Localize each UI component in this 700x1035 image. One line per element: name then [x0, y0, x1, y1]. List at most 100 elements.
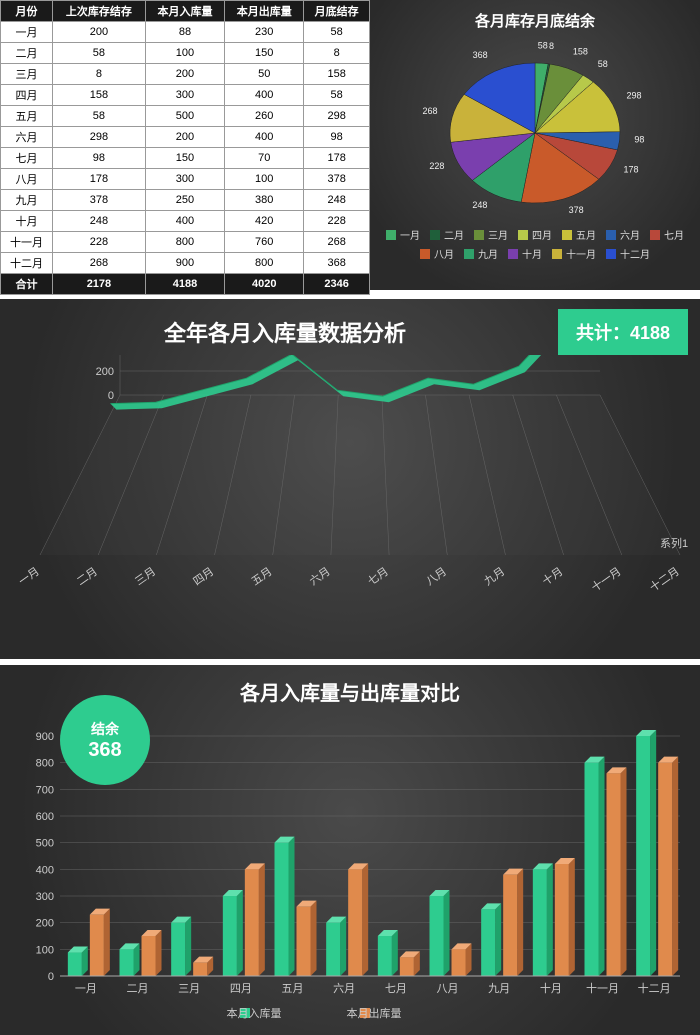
legend-item: 二月 — [430, 227, 464, 242]
x-axis-label: 五月 — [250, 566, 275, 588]
legend-item: 三月 — [474, 227, 508, 242]
bar-side — [444, 890, 450, 976]
table-cell: 400 — [225, 127, 304, 148]
bar — [297, 907, 311, 976]
table-cell: 378 — [304, 169, 370, 190]
table-cell: 500 — [145, 106, 224, 127]
table-cell: 400 — [145, 211, 224, 232]
table-cell: 58 — [53, 43, 146, 64]
table-cell: 九月 — [1, 190, 53, 211]
table-cell: 250 — [145, 190, 224, 211]
bar-side — [495, 903, 501, 976]
bar — [90, 915, 104, 976]
y-axis-label: 300 — [36, 891, 54, 903]
table-cell: 200 — [145, 64, 224, 85]
bar-side — [237, 890, 243, 976]
pie-slice-label: 378 — [569, 205, 584, 215]
legend-swatch — [474, 230, 484, 240]
bar — [658, 763, 672, 976]
bar-side — [672, 757, 678, 976]
legend-swatch — [562, 230, 572, 240]
x-axis-label: 七月 — [385, 982, 407, 995]
bar — [533, 869, 547, 976]
table-row: 二月581001508 — [1, 43, 370, 64]
table-cell: 八月 — [1, 169, 53, 190]
pie-legend: 一月二月三月四月五月六月七月八月九月十月十一月十二月 — [374, 223, 696, 265]
table-cell: 228 — [304, 211, 370, 232]
table-row: 八月178300100378 — [1, 169, 370, 190]
table-cell: 158 — [53, 85, 146, 106]
bar-side — [340, 917, 346, 976]
bar — [378, 936, 392, 976]
table-header: 本月入库量 — [145, 1, 224, 22]
bar — [607, 773, 621, 976]
chart-floor — [40, 395, 680, 555]
table-cell: 420 — [225, 211, 304, 232]
table-header: 本月出库量 — [225, 1, 304, 22]
legend-item: 九月 — [464, 246, 498, 261]
table-row: 十二月268900800368 — [1, 253, 370, 274]
table-cell: 150 — [145, 148, 224, 169]
legend-item: 十月 — [508, 246, 542, 261]
table-row: 三月820050158 — [1, 64, 370, 85]
x-axis-label: 一月 — [17, 566, 42, 588]
x-axis-label: 六月 — [333, 982, 355, 995]
y-axis-label: 700 — [36, 784, 54, 796]
y-axis-label: 800 — [36, 758, 54, 770]
table-cell: 158 — [304, 64, 370, 85]
y-axis-label: 400 — [36, 864, 54, 876]
legend-item: 一月 — [386, 227, 420, 242]
line-total-value: 4188 — [630, 323, 670, 343]
table-cell: 十月 — [1, 211, 53, 232]
pie-slice-label: 98 — [634, 135, 644, 145]
table-header: 上次库存结存 — [53, 1, 146, 22]
bar-legend: 本月入库量本月出库量 — [227, 1006, 402, 1020]
bar-side — [517, 869, 523, 976]
pie-slice-label: 248 — [472, 200, 487, 210]
line-chart-panel: 全年各月入库量数据分析 共计：4188 02004006008001000一月二… — [0, 299, 700, 659]
bar-side — [621, 767, 627, 976]
bar — [142, 936, 156, 976]
line-title: 全年各月入库量数据分析 — [12, 316, 558, 348]
bar — [193, 963, 207, 976]
x-axis-label: 九月 — [488, 982, 510, 995]
bar-side — [289, 837, 295, 976]
top-row: 月份上次库存结存本月入库量本月出库量月底结存 一月2008823058二月581… — [0, 0, 700, 295]
table-cell: 298 — [304, 106, 370, 127]
x-axis-label: 八月 — [424, 566, 449, 588]
table-cell: 300 — [145, 169, 224, 190]
bar — [245, 869, 259, 976]
x-axis-label: 三月 — [133, 566, 158, 588]
table-cell: 十一月 — [1, 232, 53, 253]
pie-chart-panel: 各月库存月底结余 5881585829898178378248228268368… — [370, 0, 700, 290]
table-cell: 8 — [304, 43, 370, 64]
table-cell: 268 — [53, 253, 146, 274]
legend-label: 十二月 — [620, 246, 650, 261]
x-axis-label: 十月 — [540, 981, 562, 995]
bar — [400, 957, 414, 976]
legend-swatch — [518, 230, 528, 240]
table-cell: 四月 — [1, 85, 53, 106]
x-axis-label: 十月 — [539, 564, 565, 588]
table-cell: 150 — [225, 43, 304, 64]
bar — [275, 843, 289, 976]
table-cell: 2178 — [53, 274, 146, 295]
line-header: 全年各月入库量数据分析 共计：4188 — [0, 299, 700, 355]
x-axis-label: 一月 — [75, 983, 97, 995]
table-cell: 100 — [225, 169, 304, 190]
legend-item: 十一月 — [552, 246, 596, 261]
y-axis-label: 0 — [48, 971, 54, 983]
pie-slice-label: 298 — [626, 91, 641, 101]
pie-slice-label: 368 — [473, 50, 488, 60]
table-row: 九月378250380248 — [1, 190, 370, 211]
table-row: 十一月228800760268 — [1, 232, 370, 253]
legend-item: 八月 — [420, 246, 454, 261]
pie-slice-label: 58 — [538, 40, 548, 50]
table-row: 四月15830040058 — [1, 85, 370, 106]
legend-item: 五月 — [562, 227, 596, 242]
table-row: 五月58500260298 — [1, 106, 370, 127]
table-cell: 368 — [304, 253, 370, 274]
bar-side — [185, 917, 191, 976]
legend-label: 九月 — [478, 246, 498, 261]
table-cell: 298 — [53, 127, 146, 148]
